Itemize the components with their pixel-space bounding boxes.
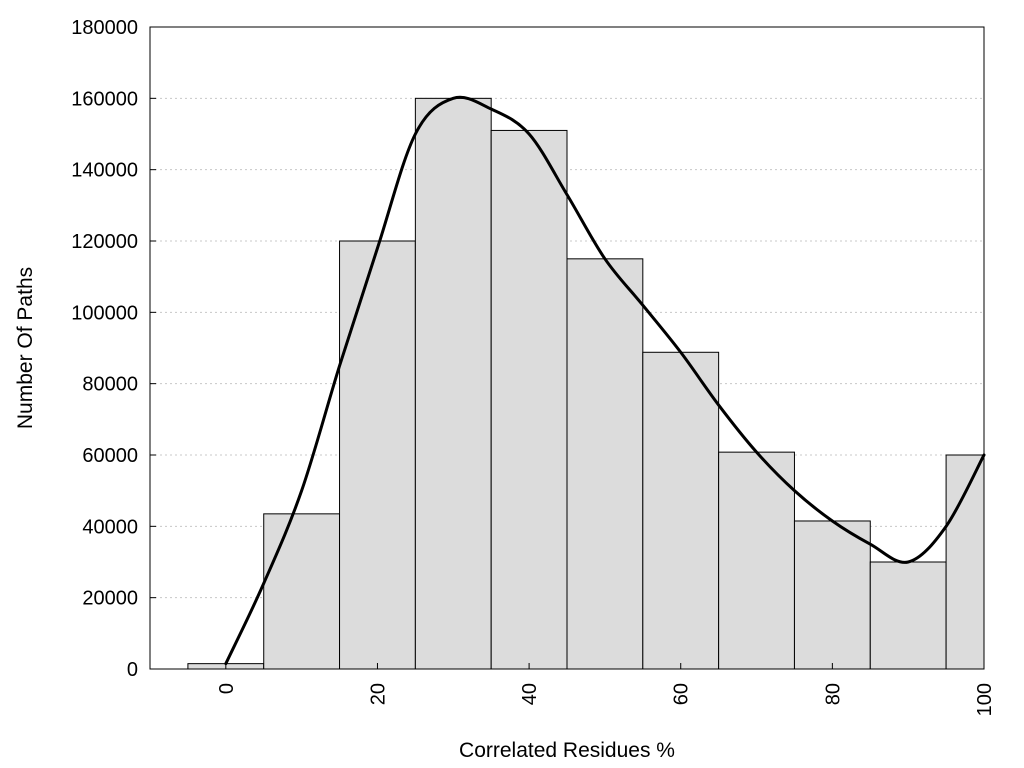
trend-curve (224, 95, 986, 666)
y-tick-label: 160000 (71, 88, 138, 110)
y-tick-label: 140000 (71, 160, 138, 182)
y-tick-label: 100000 (71, 302, 138, 324)
bars (187, 97, 985, 670)
histogram-bar (490, 129, 568, 670)
trend-line (224, 95, 986, 666)
y-tick-label: 80000 (82, 374, 138, 396)
y-tick-label: 20000 (82, 588, 138, 610)
x-axis-label: Correlated Residues % (459, 739, 675, 762)
x-tick-label: 20 (367, 683, 389, 705)
x-tick-label: 0 (216, 683, 238, 694)
y-tick-label: 60000 (82, 445, 138, 467)
y-tick-label: 0 (127, 659, 138, 681)
x-tick-label: 80 (822, 683, 844, 705)
y-axis-label: Number Of Paths (14, 267, 37, 429)
x-tick-label: 60 (671, 683, 693, 705)
plot-frame (149, 26, 985, 670)
histogram-bar (945, 454, 985, 670)
histogram-bar (869, 561, 947, 670)
y-tick-label: 120000 (71, 231, 138, 253)
x-axis-ticks: 0 20 40 60 80 100 (216, 663, 996, 716)
histogram-bar (642, 351, 720, 670)
histogram-bar (793, 520, 871, 670)
y-tick-label: 40000 (82, 516, 138, 538)
histogram-bar (263, 513, 341, 670)
histogram-bar (718, 451, 795, 670)
histogram-bar (566, 258, 644, 670)
histogram-bar (339, 240, 416, 670)
x-tick-label: 40 (519, 683, 541, 705)
histogram-bar (414, 97, 492, 670)
x-tick-label: 100 (974, 683, 996, 716)
y-axis-ticks: 0 20000 40000 60000 80000 100000 120000 140000 1… (71, 17, 156, 681)
y-tick-label: 180000 (71, 17, 138, 39)
